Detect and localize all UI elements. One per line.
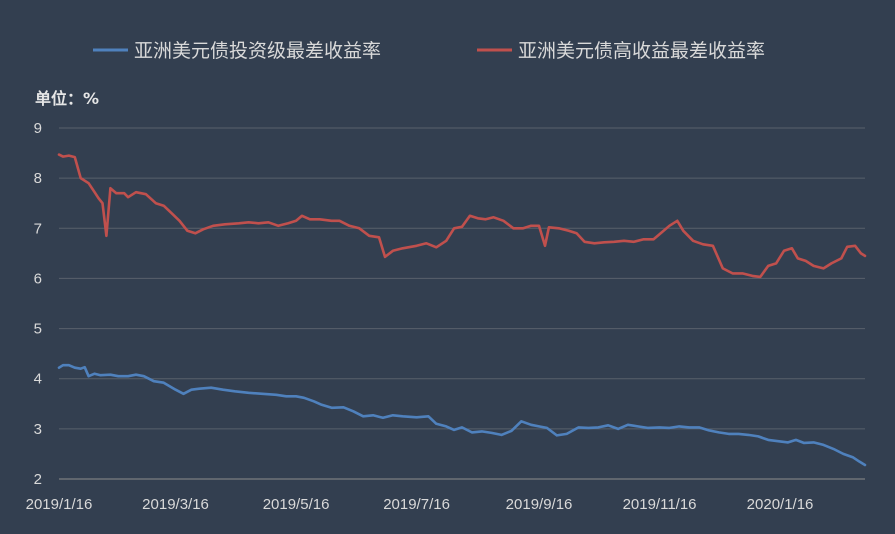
legend: 亚洲美元债投资级最差收益率 亚洲美元债高收益最差收益率 xyxy=(93,40,765,62)
x-tick-label: 2019/7/16 xyxy=(383,496,450,513)
y-tick-label: 3 xyxy=(34,421,42,438)
x-tick-label: 2019/9/16 xyxy=(506,496,573,513)
x-tick-label: 2019/11/16 xyxy=(623,496,697,513)
series-lines xyxy=(57,153,867,467)
y-tick-label: 6 xyxy=(34,270,42,287)
x-tick-label: 2020/1/16 xyxy=(747,496,814,513)
gridlines xyxy=(59,127,865,480)
legend-label-high-yield: 亚洲美元债高收益最差收益率 xyxy=(518,40,765,62)
x-tick-label: 2019/3/16 xyxy=(142,496,209,513)
x-tick-label: 2019/1/16 xyxy=(26,496,93,513)
y-tick-label: 9 xyxy=(34,120,42,137)
y-tick-label: 8 xyxy=(34,170,42,187)
y-tick-label: 4 xyxy=(34,371,42,388)
axes: 9 8 7 6 5 4 3 2 2019/1/16 2019/3/16 2019/5/16 2019/… xyxy=(26,120,814,513)
y-tick-label: 5 xyxy=(34,321,42,338)
series-line-investment-grade xyxy=(57,363,867,467)
legend-label-investment-grade: 亚洲美元债投资级最差收益率 xyxy=(134,40,381,62)
y-tick-label: 7 xyxy=(34,220,42,237)
unit-label: 单位：% xyxy=(35,89,99,108)
series-line-high-yield xyxy=(57,153,867,279)
x-tick-label: 2019/5/16 xyxy=(263,496,330,513)
y-tick-label: 2 xyxy=(34,471,42,488)
